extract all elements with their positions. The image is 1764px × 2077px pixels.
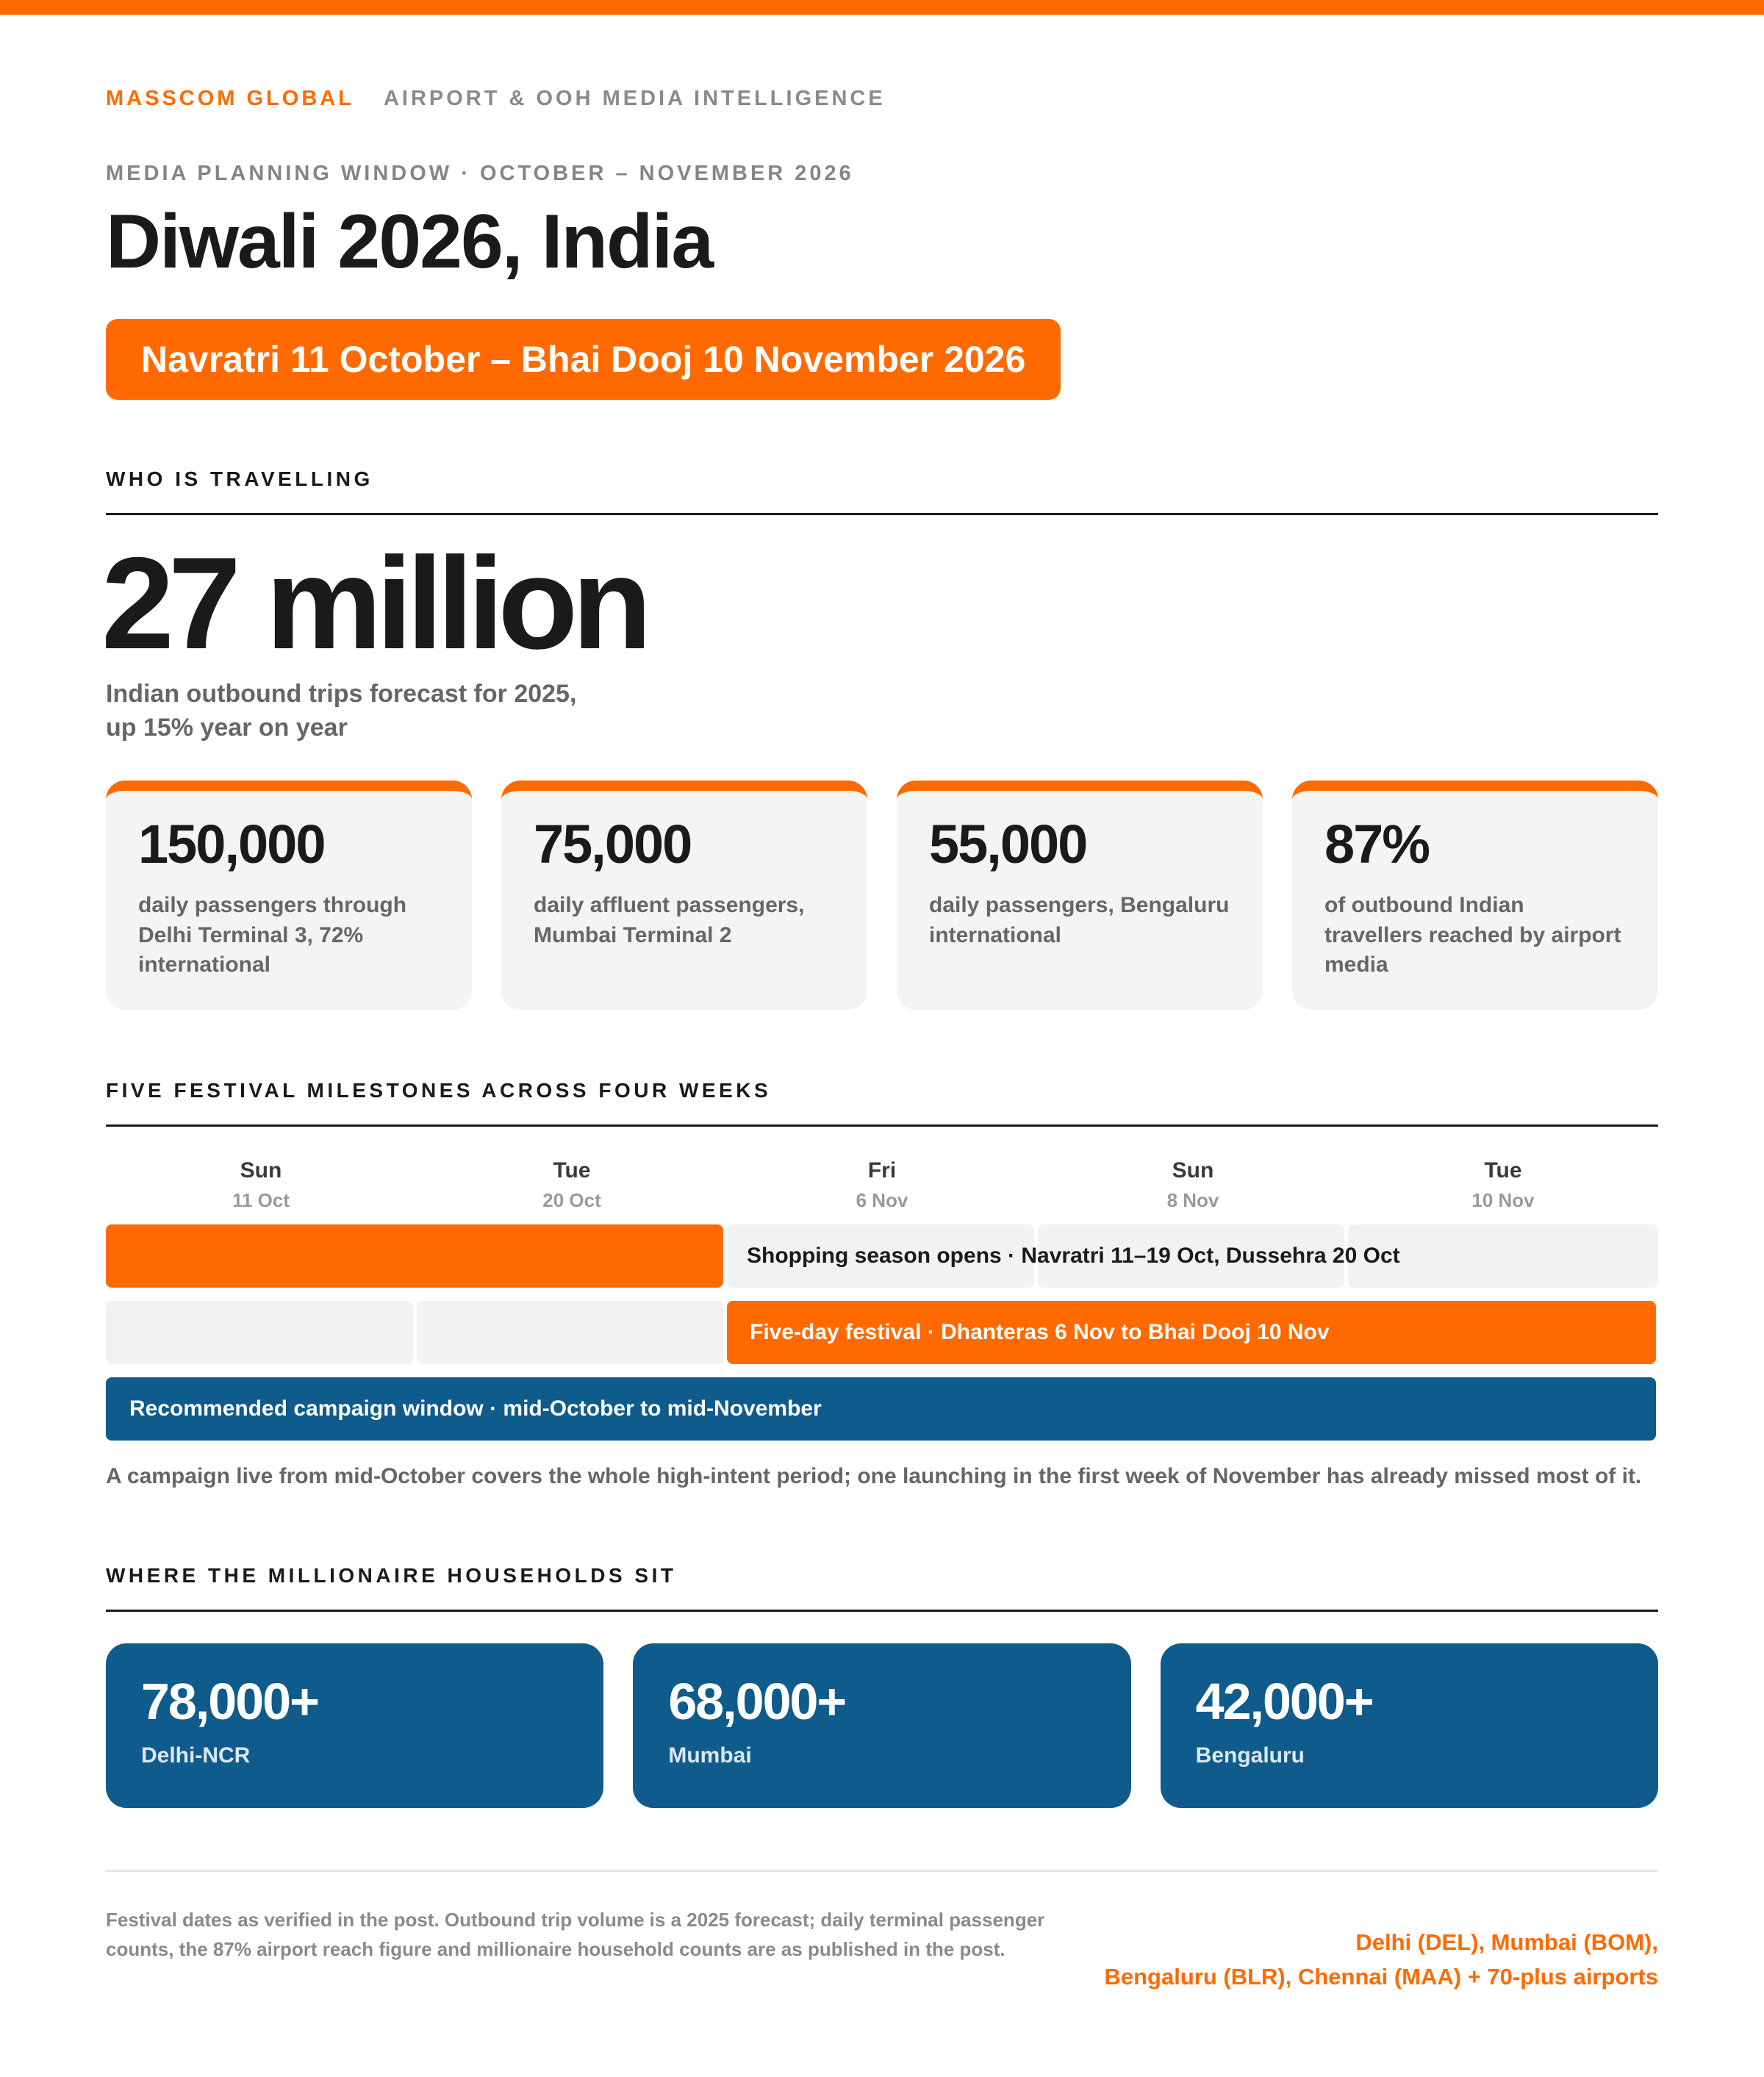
timeline-day-4: Sun 8 Nov [1038,1158,1348,1212]
day-date: 6 Nov [856,1189,908,1211]
timeline-day-1: Sun 11 Oct [106,1158,416,1212]
stat-caption: daily passengers, Bengaluru internationa… [929,893,1230,947]
city-card-bengaluru: 42,000+ Bengaluru [1160,1643,1658,1808]
day-name: Tue [553,1158,591,1183]
section-heading-households: WHERE THE MILLIONAIRE HOUSEHOLDS SIT [106,1564,1658,1612]
timeline-cell-empty [727,1224,1034,1288]
city-name: Delhi-NCR [141,1743,251,1768]
timeline-cell-empty [106,1301,413,1364]
source-footnote: Festival dates as verified in the post. … [106,1909,1045,1961]
campaign-window-bar [106,1377,1656,1441]
headline-stat-caption: Indian outbound trips forecast for 2025,… [106,678,635,745]
stat-value: 150,000 [138,814,326,875]
timeline-cell-empty [1348,1224,1658,1288]
timeline-note: A campaign live from mid-October covers … [106,1464,1642,1488]
city-card-mumbai: 68,000+ Mumbai [633,1643,1131,1808]
airport-list-line-1: Delhi (DEL), Mumbai (BOM), [1355,1929,1658,1955]
day-name: Tue [1484,1158,1522,1183]
stat-card-delhi-t3: 150,000 daily passengers through Delhi T… [106,781,472,1010]
section-heading-travelling: WHO IS TRAVELLING [106,467,1658,515]
day-date: 20 Oct [542,1189,601,1211]
shopping-season-bar [106,1224,723,1288]
day-name: Fri [867,1158,897,1183]
headline-caption-line-1: Indian outbound trips forecast for 2025, [106,680,577,708]
campaign-window-label: Recommended campaign window · mid-Octobe… [129,1396,822,1421]
city-name: Bengaluru [1195,1743,1305,1768]
planning-window-kicker: MEDIA PLANNING WINDOW · OCTOBER – NOVEMB… [106,162,854,185]
day-name: Sun [1172,1158,1214,1183]
city-household-count: 78,000+ [141,1673,320,1730]
timeline-cell-empty [1038,1224,1344,1288]
headline-caption-line-2: up 15% year on year [106,713,348,742]
day-date: 10 Nov [1471,1189,1535,1211]
airport-list: Delhi (DEL), Mumbai (BOM), Bengaluru (BL… [997,1926,1658,1994]
stat-value: 87% [1324,814,1430,875]
day-date: 11 Oct [232,1189,290,1211]
stat-value: 75,000 [534,814,692,875]
date-range-banner: Navratri 11 October – Bhai Dooj 10 Novem… [106,319,1061,400]
airport-list-line-2: Bengaluru (BLR), Chennai (MAA) + 70-plus… [1104,1963,1658,1990]
brand-row: MASSCOM GLOBAL AIRPORT & OOH MEDIA INTEL… [106,87,886,111]
stat-card-mumbai-t2: 75,000 daily affluent passengers, Mumbai… [501,781,867,1010]
stat-card-airport-reach: 87% of outbound Indian travellers reache… [1292,781,1658,1010]
section-heading-milestones: FIVE FESTIVAL MILESTONES ACROSS FOUR WEE… [106,1079,1658,1127]
stat-caption: of outbound Indian travellers reached by… [1324,893,1621,977]
five-day-festival-label: Five-day festival · Dhanteras 6 Nov to B… [750,1320,1330,1344]
city-household-count: 68,000+ [668,1673,847,1730]
stat-value: 55,000 [929,814,1088,875]
stat-caption: daily passengers through Delhi Terminal … [138,893,407,977]
day-date: 8 Nov [1166,1189,1219,1211]
city-name: Mumbai [668,1743,752,1768]
five-day-festival-bar [727,1301,1656,1364]
headline-stat: 27 million [101,530,652,676]
stat-cards: 150,000 daily passengers through Delhi T… [106,781,1658,1010]
shopping-season-label: Shopping season opens · Navratri 11–19 O… [747,1244,1400,1268]
brand-name[interactable]: MASSCOM GLOBAL [106,87,354,110]
footer-divider [106,1870,1658,1872]
city-card-delhi: 78,000+ Delhi-NCR [106,1643,604,1808]
timeline-cell-empty [417,1301,723,1364]
day-name: Sun [240,1158,282,1183]
brand-subtitle: AIRPORT & OOH MEDIA INTELLIGENCE [383,87,886,110]
timeline-day-3: Fri 6 Nov [727,1158,1037,1212]
timeline-day-5: Tue 10 Nov [1348,1158,1658,1212]
top-accent-bar [0,0,1764,15]
stat-card-bengaluru: 55,000 daily passengers, Bengaluru inter… [897,781,1263,1010]
city-household-count: 42,000+ [1195,1673,1374,1730]
timeline-day-2: Tue 20 Oct [417,1158,727,1212]
city-cards: 78,000+ Delhi-NCR 68,000+ Mumbai 42,000+… [106,1643,1658,1808]
stat-caption: daily affluent passengers, Mumbai Termin… [534,893,805,947]
page-title: Diwali 2026, India [106,199,714,284]
